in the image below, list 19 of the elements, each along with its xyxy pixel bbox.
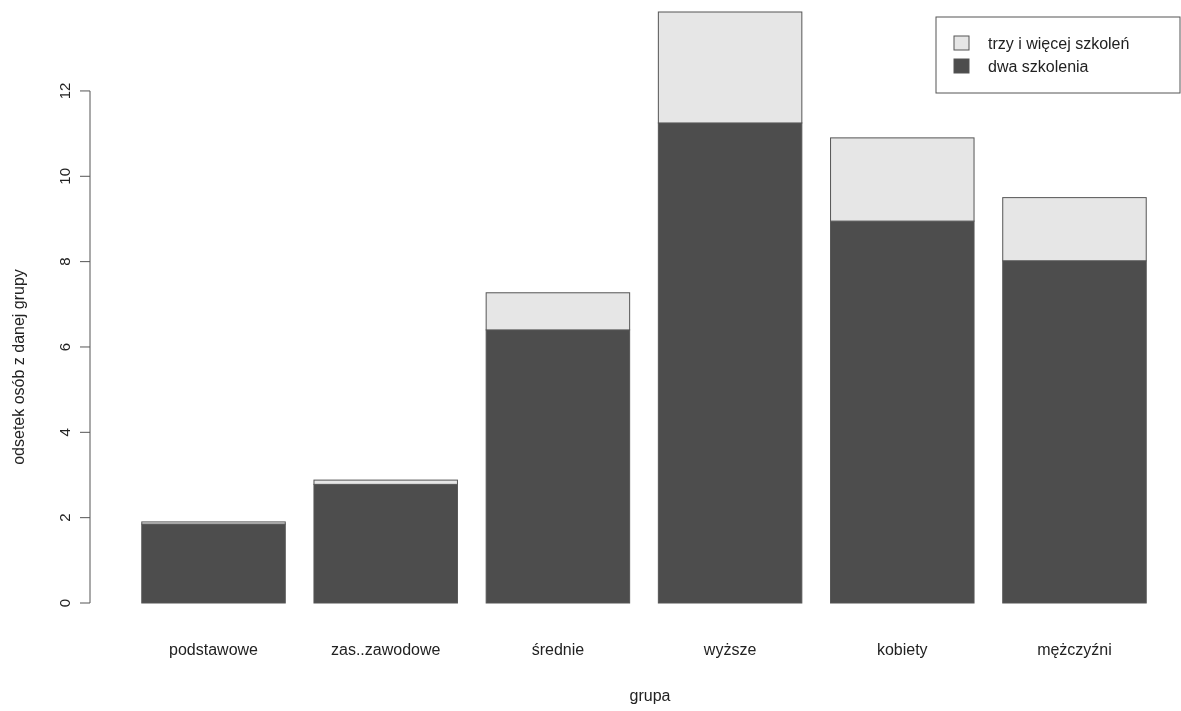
x-tick-label: mężczyźni bbox=[1037, 641, 1112, 658]
x-tick-label: średnie bbox=[531, 641, 585, 658]
bar bbox=[313, 483, 458, 604]
y-tick-label: 10 bbox=[56, 167, 73, 185]
bar bbox=[141, 523, 286, 604]
y-tick-label: 8 bbox=[56, 257, 73, 266]
x-axis-title: grupa bbox=[629, 687, 671, 704]
y-tick-label: 6 bbox=[56, 342, 73, 352]
x-tick-label: wyższe bbox=[702, 641, 757, 658]
legend-label: dwa szkolenia bbox=[988, 58, 1089, 75]
y-tick-label: 12 bbox=[56, 82, 73, 100]
y-tick-label: 0 bbox=[56, 598, 73, 608]
y-tick-label: 4 bbox=[56, 428, 73, 437]
y-axis-title: odsetek osób z danej grupy bbox=[10, 269, 27, 465]
x-tick-label: zas..zawodowe bbox=[331, 641, 441, 658]
x-tick-label: podstawowe bbox=[169, 641, 259, 658]
x-tick-label: kobiety bbox=[876, 641, 928, 658]
y-tick-label: 2 bbox=[56, 513, 73, 522]
legend-label: trzy i więcej szkoleń bbox=[988, 35, 1130, 52]
